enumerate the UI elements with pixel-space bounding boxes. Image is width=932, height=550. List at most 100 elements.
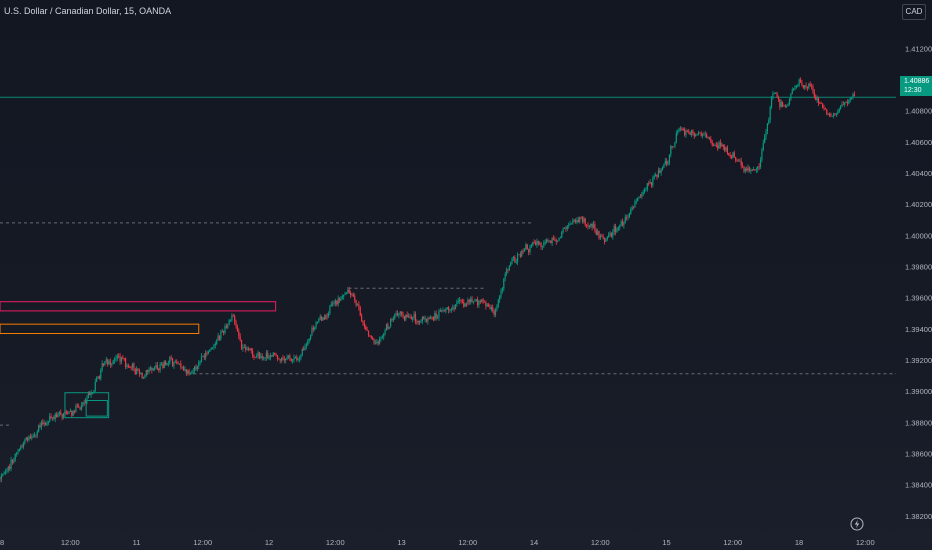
candle-body — [613, 226, 615, 232]
candle-body — [573, 220, 575, 221]
candle-body — [53, 417, 55, 419]
candle-body — [852, 94, 854, 98]
candle-body — [109, 361, 112, 365]
candle-body — [570, 223, 573, 225]
price-axis[interactable]: 1.412001.410001.408001.406001.404001.402… — [905, 44, 932, 521]
candle-body — [664, 161, 666, 165]
symbol-title[interactable]: U.S. Dollar / Canadian Dollar, 15, OANDA — [4, 6, 172, 16]
candle-body — [304, 345, 306, 351]
candle-body — [279, 359, 281, 361]
candle-body — [282, 357, 284, 359]
time-axis[interactable]: 8 12:00 11 12:00 12 12:00 13 12:00 14 12:00 15 12:0… — [0, 538, 875, 547]
candle-body — [333, 303, 335, 305]
candle-body — [533, 242, 535, 243]
candle-body — [681, 128, 683, 130]
candle-body — [750, 170, 752, 171]
candle-body — [558, 237, 560, 241]
candle-body — [156, 365, 158, 369]
candle-body — [739, 160, 741, 162]
candle-body — [388, 326, 390, 329]
bar-countdown: 12:30 — [904, 87, 922, 94]
candle-body — [626, 217, 628, 219]
candle-body — [202, 355, 204, 357]
candle-body — [587, 224, 589, 227]
candle-body — [489, 306, 491, 310]
candle-body — [679, 128, 682, 130]
candle-body — [715, 145, 717, 147]
candle-body — [597, 231, 599, 235]
candle-body — [373, 339, 375, 344]
candle-body — [38, 425, 40, 432]
candle-body — [648, 183, 650, 185]
candle-body — [557, 240, 559, 242]
candle-body — [602, 236, 604, 239]
candle-body — [461, 300, 463, 303]
candle-body — [721, 144, 723, 147]
candle-body — [232, 315, 234, 317]
candle-body — [770, 98, 773, 108]
candle-body — [827, 113, 829, 115]
candle-body — [56, 414, 58, 418]
candle-body — [44, 422, 47, 426]
candle-body — [728, 153, 730, 156]
candle-body — [177, 362, 179, 364]
candle-body — [131, 363, 134, 368]
candle-body — [835, 113, 838, 115]
candle-body — [474, 300, 476, 302]
candle-body — [115, 358, 117, 359]
lightning-icon[interactable] — [850, 517, 864, 531]
candle-body — [296, 357, 298, 360]
currency-selector[interactable]: CAD — [902, 4, 926, 20]
candle-body — [221, 330, 223, 333]
candle-body — [147, 370, 149, 372]
candle-body — [223, 330, 225, 333]
price-tick-label: 1.41200 — [905, 44, 932, 53]
candle-body — [195, 366, 197, 370]
candle-body — [162, 363, 164, 369]
candle-body — [396, 313, 399, 316]
candle-body — [751, 170, 753, 171]
candle-body — [126, 365, 128, 367]
candle-body — [441, 310, 443, 312]
candle-body — [438, 311, 440, 318]
candle-body — [170, 357, 172, 359]
time-tick-label: 12:00 — [856, 538, 875, 547]
candle-body — [642, 192, 644, 194]
candle-body — [216, 340, 218, 344]
candle-body — [504, 274, 506, 279]
candle-body — [456, 301, 458, 305]
candle-body — [838, 108, 840, 113]
candle-body — [634, 201, 636, 208]
candle-body — [459, 299, 461, 302]
candle-body — [590, 223, 592, 226]
candle-body — [809, 83, 811, 86]
candle-body — [551, 238, 553, 244]
candle-body — [80, 405, 83, 410]
candle-body — [349, 293, 352, 295]
candle-body — [759, 160, 762, 167]
candle-body — [793, 89, 795, 91]
candle-body — [523, 249, 526, 252]
candle-body — [69, 410, 72, 412]
candle-body — [62, 412, 65, 418]
candle-body — [630, 209, 632, 215]
candle-body — [49, 416, 51, 422]
candle-body — [624, 217, 626, 223]
candle-body — [816, 97, 818, 100]
candle-body — [532, 242, 534, 246]
candle-body — [572, 220, 574, 224]
candle-body — [39, 425, 41, 427]
candle-body — [311, 327, 313, 335]
candle-body — [32, 436, 34, 438]
candle-body — [515, 261, 517, 263]
time-tick-label: 18 — [795, 538, 803, 547]
candle-body — [229, 319, 232, 321]
candle-body — [225, 326, 227, 328]
candle-body — [73, 411, 76, 413]
candle-body — [486, 304, 488, 307]
candle-body — [220, 332, 222, 340]
zone-box — [0, 323, 200, 335]
candle-body — [834, 113, 836, 115]
